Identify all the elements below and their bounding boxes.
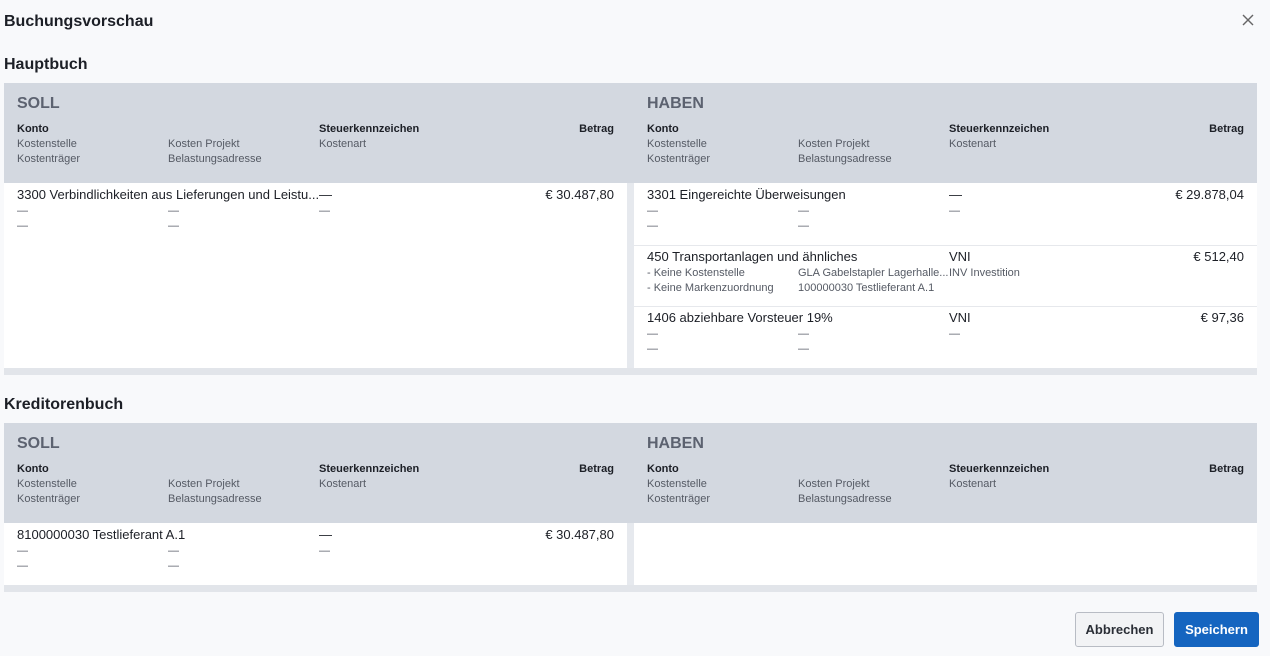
panel-header: [4, 83, 1257, 183]
cost-project: —: [798, 328, 809, 340]
side-label: HABEN: [647, 435, 704, 452]
save-button[interactable]: Speichern: [1174, 612, 1259, 647]
side-label: SOLL: [17, 95, 60, 112]
column-header: Konto: [17, 463, 49, 475]
cost-center: —: [647, 205, 658, 217]
cost-project: —: [168, 545, 179, 557]
account: 1406 abziehbare Vorsteuer 19%: [647, 310, 833, 325]
panel-header: [4, 423, 1257, 523]
column-header: Kostenstelle: [17, 138, 77, 150]
cost-center: —: [17, 205, 28, 217]
column-header: Steuerkennzeichen: [319, 123, 420, 135]
cost-type: INV Investition: [949, 266, 1020, 279]
column-header: Kostenträger: [17, 153, 80, 165]
amount: € 30.487,80: [545, 527, 614, 542]
haben-body: 3301 Eingereichte Überweisungen — € 29.878…: [634, 183, 1257, 368]
dialog-title: Buchungsvorschau: [4, 13, 154, 30]
tax-code: —: [319, 187, 332, 202]
panel-footer: [4, 584, 1257, 592]
column-header: Konto: [647, 123, 679, 135]
column-header: Belastungsadresse: [798, 153, 892, 165]
account: 450 Transportanlagen und ähnliches: [647, 248, 858, 264]
billing-address: —: [168, 220, 179, 232]
column-header: Kostenträger: [17, 493, 80, 505]
entry-separator: [634, 244, 1257, 246]
tax-code: VNI: [949, 310, 971, 325]
billing-address: —: [798, 220, 809, 232]
account: 3301 Eingereichte Überweisungen: [647, 187, 846, 202]
account: 8100000030 Testlieferant A.1: [17, 527, 186, 542]
column-header: Konto: [647, 463, 679, 475]
column-header: Kosten Projekt: [798, 478, 870, 490]
column-header: Kosten Projekt: [798, 138, 870, 150]
side-label: HABEN: [647, 95, 704, 112]
column-header: Belastungsadresse: [168, 493, 262, 505]
cost-type: —: [949, 205, 960, 217]
cost-unit: —: [17, 560, 28, 572]
soll-body: 8100000030 Testlieferant A.1 — € 30.487,80…: [4, 523, 627, 585]
column-header: Kostenart: [949, 138, 997, 150]
entry-separator: [634, 306, 1257, 307]
cost-project: —: [798, 205, 809, 217]
cost-unit: —: [647, 220, 658, 232]
cost-unit: —: [647, 343, 658, 355]
amount: € 29.878,04: [1175, 187, 1244, 202]
cost-center: —: [647, 328, 658, 340]
billing-address: 100000030 Testlieferant A.1: [798, 281, 935, 294]
column-header: Belastungsadresse: [168, 153, 262, 165]
column-header: Kostenträger: [647, 153, 710, 165]
tax-code: —: [949, 187, 962, 202]
amount: € 97,36: [1200, 310, 1244, 325]
billing-address: —: [168, 560, 179, 572]
column-header: Kostenart: [319, 138, 367, 150]
column-header: Belastungsadresse: [798, 493, 892, 505]
cancel-button[interactable]: Abbrechen: [1075, 612, 1164, 647]
cost-type: —: [949, 328, 960, 340]
close-button[interactable]: [1240, 12, 1256, 28]
cost-type: —: [319, 205, 330, 217]
column-header: Kosten Projekt: [168, 478, 240, 490]
column-header: Konto: [17, 123, 49, 135]
cost-center: - Keine Kostenstelle: [647, 266, 745, 279]
column-header: Betrag: [579, 463, 614, 475]
column-header: Kostenstelle: [17, 478, 77, 490]
cost-unit: - Keine Markenzuordnung: [647, 281, 774, 294]
panel-footer: [4, 367, 1257, 375]
column-header: Kosten Projekt: [168, 138, 240, 150]
column-header: Kostenträger: [647, 493, 710, 505]
column-header: Steuerkennzeichen: [949, 463, 1050, 475]
cost-project: GLA Gabelstapler Lagerhalle...: [798, 266, 949, 279]
column-header: Betrag: [579, 123, 614, 135]
tax-code: —: [319, 527, 332, 542]
ledger-panel: 3300 Verbindlichkeiten aus Lieferungen u…: [4, 83, 1257, 375]
tax-code: VNI: [949, 248, 971, 264]
column-header: Betrag: [1209, 123, 1244, 135]
amount: € 512,40: [1193, 248, 1244, 264]
column-header: Kostenart: [949, 478, 997, 490]
cost-project: —: [168, 205, 179, 217]
column-header: Kostenstelle: [647, 138, 707, 150]
column-header: Steuerkennzeichen: [949, 123, 1050, 135]
column-header: Kostenstelle: [647, 478, 707, 490]
ledger-panel: 8100000030 Testlieferant A.1 — € 30.487,80…: [4, 423, 1257, 592]
cost-type: —: [319, 545, 330, 557]
section-title: Hauptbuch: [4, 56, 88, 73]
haben-body: [634, 523, 1257, 585]
account: 3300 Verbindlichkeiten aus Lieferungen u…: [17, 187, 320, 202]
section-title: Kreditorenbuch: [4, 396, 124, 413]
billing-address: —: [798, 343, 809, 355]
cost-unit: —: [17, 220, 28, 232]
cost-center: —: [17, 545, 28, 557]
column-header: Betrag: [1209, 463, 1244, 475]
amount: € 30.487,80: [545, 187, 614, 202]
column-header: Kostenart: [319, 478, 367, 490]
soll-body: 3300 Verbindlichkeiten aus Lieferungen u…: [4, 183, 627, 368]
side-label: SOLL: [17, 435, 60, 452]
column-header: Steuerkennzeichen: [319, 463, 420, 475]
